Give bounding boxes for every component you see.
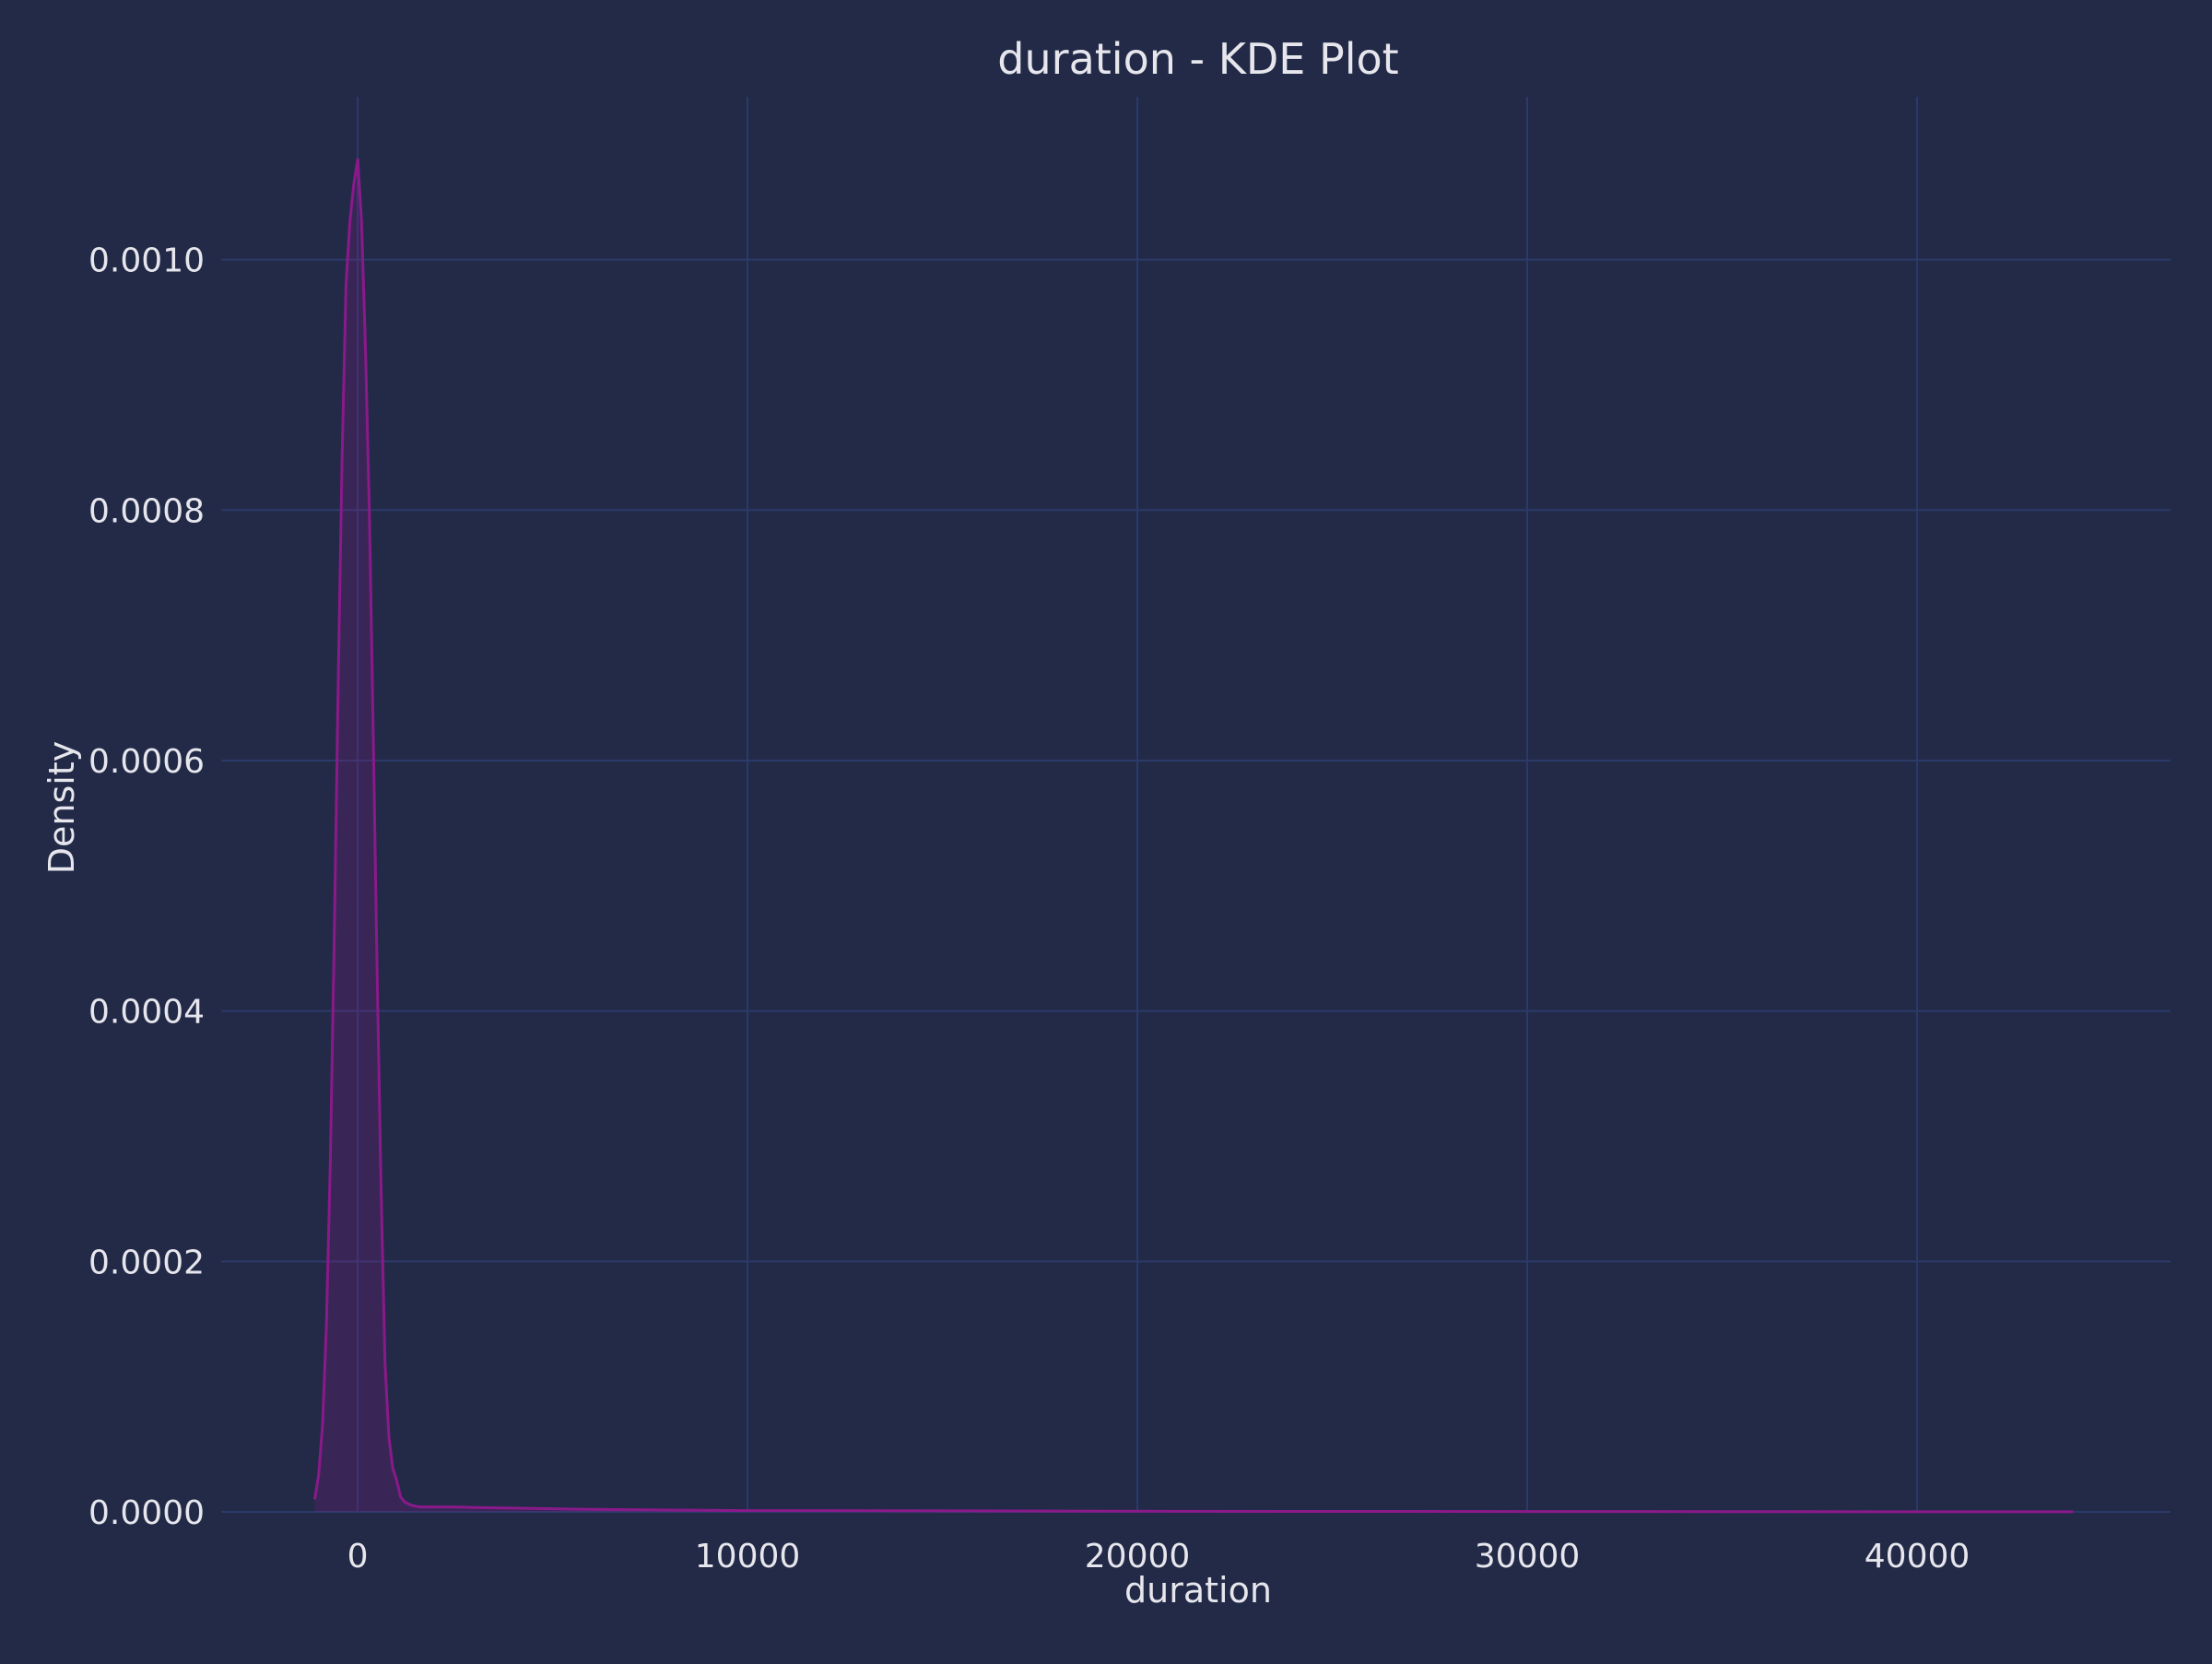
chart-title: duration - KDE Plot [997, 34, 1398, 84]
y-tick-label: 0.0000 [88, 1494, 205, 1532]
y-tick-label: 0.0004 [88, 994, 205, 1032]
y-tick-label: 0.0010 [88, 242, 205, 280]
y-tick-label: 0.0006 [88, 743, 205, 781]
x-tick-label: 0 [347, 1538, 369, 1575]
x-tick-label: 30000 [1475, 1538, 1581, 1575]
y-axis-label: Density [41, 741, 82, 874]
density-area-layer [313, 158, 2074, 1514]
x-tick-label: 20000 [1085, 1538, 1191, 1575]
x-tick-labels: 0 10000 20000 30000 40000 [347, 1538, 1971, 1575]
x-tick-label: 40000 [1865, 1538, 1971, 1575]
x-tick-label: 10000 [695, 1538, 801, 1575]
y-tick-label: 0.0002 [88, 1244, 205, 1281]
y-tick-labels: 0.0000 0.0002 0.0004 0.0006 0.0008 0.0010 [88, 242, 205, 1532]
grid-lines [221, 97, 2171, 1513]
density-line [313, 158, 2074, 1514]
x-axis-label: duration [1124, 1570, 1272, 1611]
y-tick-label: 0.0008 [88, 492, 205, 530]
